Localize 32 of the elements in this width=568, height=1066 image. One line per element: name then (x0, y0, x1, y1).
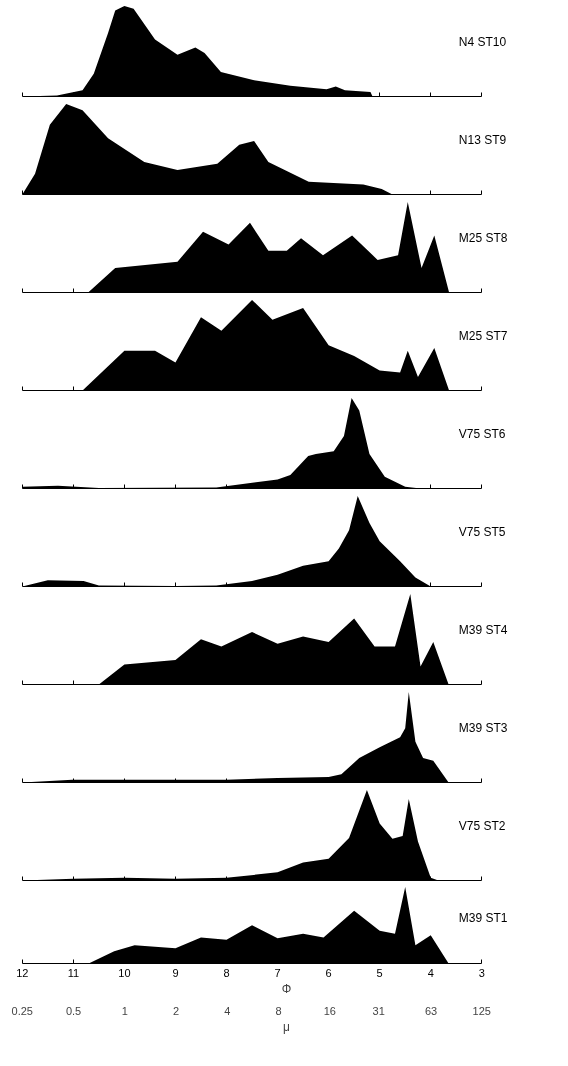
x-tick-label: 3 (478, 966, 485, 979)
x2-tick-label: 1 (121, 1004, 128, 1017)
x-tick-label: 7 (274, 966, 281, 979)
x2-tick-label: 125 (472, 1004, 491, 1017)
x2-axis-title: μ (283, 1019, 291, 1034)
text: N13 ST9 (458, 133, 507, 148)
x2-tick-label: 63 (425, 1004, 438, 1017)
x-tick-label: 12 (16, 966, 29, 979)
x-tick-label: 9 (172, 966, 179, 979)
x-axis-title: Φ (281, 981, 292, 996)
x-tick-label: 11 (67, 966, 80, 979)
text: V75 ST5 (458, 525, 506, 540)
x-tick-label: 10 (118, 966, 131, 979)
x2-tick-label: 0.5 (65, 1004, 82, 1017)
text: M39 ST1 (458, 910, 508, 925)
x2-tick-label: 2 (172, 1004, 180, 1017)
x-tick-label: 8 (223, 966, 230, 979)
text: M39 ST4 (458, 623, 508, 638)
text: V75 ST2 (458, 819, 506, 834)
text: V75 ST6 (458, 427, 506, 442)
x2-tick-label: 8 (275, 1004, 282, 1017)
x2-tick-label: 16 (323, 1004, 336, 1017)
text: M25 ST8 (458, 231, 508, 246)
x-tick-label: 6 (325, 966, 332, 979)
x2-tick-label: 4 (224, 1004, 231, 1017)
x2-tick-label: 31 (372, 1004, 385, 1017)
x-tick-label: 4 (427, 966, 434, 979)
text: M25 ST7 (458, 329, 508, 344)
text: M39 ST3 (458, 721, 508, 736)
x2-tick-label: 0.25 (11, 1004, 33, 1017)
x-tick-label: 5 (376, 966, 383, 979)
text: N4 ST10 (458, 35, 507, 50)
